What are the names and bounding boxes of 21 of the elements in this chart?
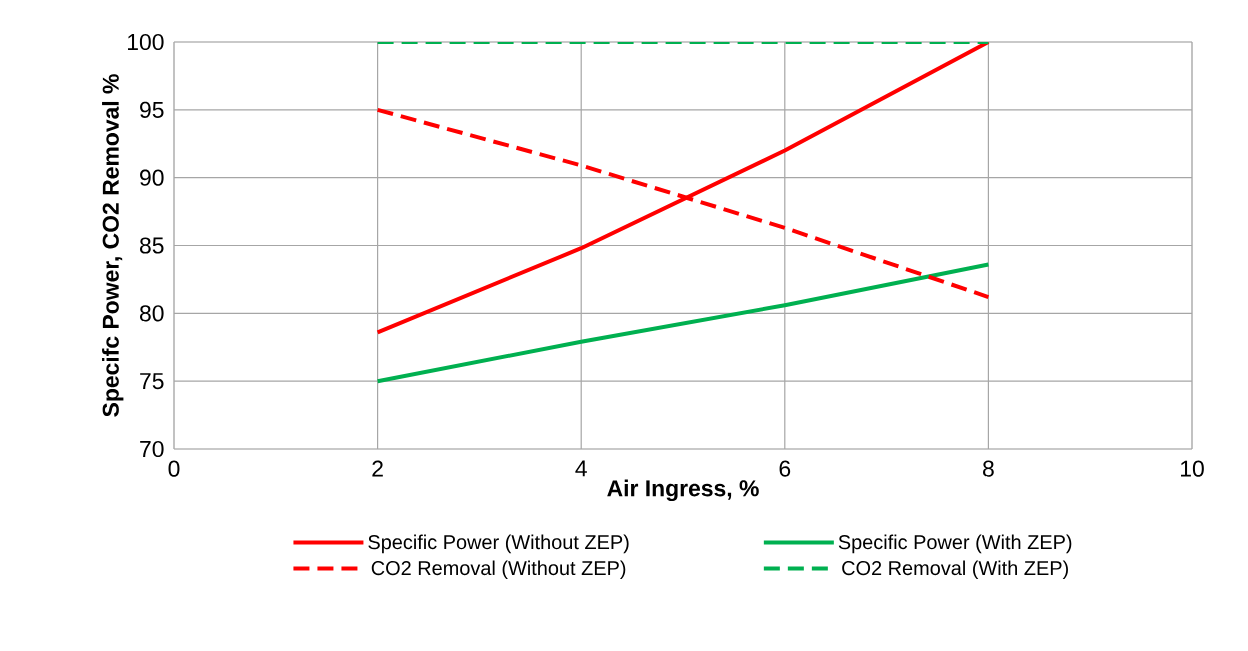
legend-label: CO2 Removal (With ZEP) <box>842 560 1068 580</box>
y-tick-label: 95 <box>140 101 164 118</box>
y-tick-label: 90 <box>140 169 164 186</box>
y-tick-label: 80 <box>139 305 164 322</box>
x-tick-label: 2 <box>372 460 383 477</box>
x-tick-label: 6 <box>779 460 791 477</box>
legend-label: CO2 Removal (Without ZEP) <box>371 560 626 580</box>
x-tick-label: 8 <box>983 460 994 477</box>
y-tick-label: 70 <box>140 440 164 458</box>
y-axis-title: Specifc Power, CO2 Removal % <box>102 74 124 417</box>
x-tick-label: 10 <box>1181 460 1204 477</box>
y-tick-label: 75 <box>140 373 164 390</box>
legend-label: Specific Power (With ZEP) <box>838 534 1072 554</box>
legend-label: Specific Power (Without ZEP) <box>368 534 629 554</box>
line-series <box>375 42 991 335</box>
line-series <box>375 262 991 384</box>
y-tick-label: 100 <box>128 33 164 51</box>
x-tick-label: 0 <box>168 460 180 477</box>
x-axis-title: Air Ingress, % <box>607 479 759 502</box>
x-tick-label: 4 <box>575 460 587 477</box>
y-tick-label: 85 <box>139 237 164 254</box>
